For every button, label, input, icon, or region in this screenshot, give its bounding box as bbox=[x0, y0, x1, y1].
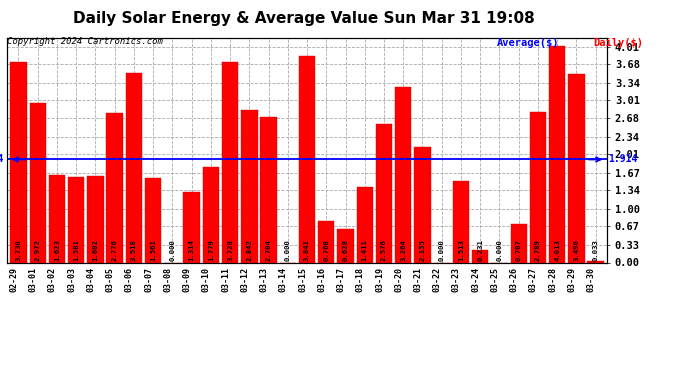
Text: 1.914: 1.914 bbox=[609, 154, 638, 165]
Text: 0.000: 0.000 bbox=[496, 240, 502, 261]
Text: 2.155: 2.155 bbox=[420, 240, 426, 261]
Text: 03-30: 03-30 bbox=[586, 267, 595, 292]
Text: 3.730: 3.730 bbox=[15, 240, 21, 261]
Text: 2.789: 2.789 bbox=[535, 240, 541, 261]
Bar bbox=[126, 73, 142, 262]
Bar bbox=[472, 250, 489, 262]
Text: 1.779: 1.779 bbox=[208, 240, 214, 261]
Text: 03-15: 03-15 bbox=[298, 267, 307, 292]
Text: 03-20: 03-20 bbox=[394, 267, 403, 292]
Text: 03-04: 03-04 bbox=[86, 267, 95, 292]
Text: 0.000: 0.000 bbox=[169, 240, 175, 261]
Text: 1.914: 1.914 bbox=[0, 154, 3, 165]
Text: 03-08: 03-08 bbox=[164, 267, 172, 292]
Bar bbox=[203, 167, 219, 262]
Bar bbox=[357, 186, 373, 262]
Bar bbox=[530, 112, 546, 262]
Text: Daily($): Daily($) bbox=[593, 38, 643, 48]
Text: 3.728: 3.728 bbox=[227, 240, 233, 261]
Bar bbox=[337, 229, 354, 262]
Text: Daily Solar Energy & Average Value Sun Mar 31 19:08: Daily Solar Energy & Average Value Sun M… bbox=[72, 11, 535, 26]
Text: Copyright 2024 Cartronics.com: Copyright 2024 Cartronics.com bbox=[7, 38, 163, 46]
Bar bbox=[376, 124, 392, 262]
Bar bbox=[414, 147, 431, 262]
Text: 2.576: 2.576 bbox=[381, 240, 387, 261]
Text: 03-21: 03-21 bbox=[413, 267, 422, 292]
Text: Average($): Average($) bbox=[497, 38, 560, 48]
Text: 03-14: 03-14 bbox=[279, 267, 288, 292]
Text: 03-01: 03-01 bbox=[29, 267, 38, 292]
Text: 1.411: 1.411 bbox=[362, 240, 368, 261]
Text: 03-03: 03-03 bbox=[67, 267, 76, 292]
Bar bbox=[10, 62, 27, 262]
Text: 03-24: 03-24 bbox=[471, 267, 480, 292]
Text: 03-27: 03-27 bbox=[529, 267, 538, 292]
Text: 03-29: 03-29 bbox=[567, 267, 576, 292]
Text: 0.707: 0.707 bbox=[515, 240, 522, 261]
Bar bbox=[453, 181, 469, 262]
Text: 3.518: 3.518 bbox=[131, 240, 137, 261]
Text: 03-17: 03-17 bbox=[337, 267, 346, 292]
Text: 3.841: 3.841 bbox=[304, 240, 310, 261]
Text: 03-28: 03-28 bbox=[548, 267, 558, 292]
Bar bbox=[184, 192, 200, 262]
Text: 03-02: 03-02 bbox=[48, 267, 57, 292]
Text: 03-25: 03-25 bbox=[491, 267, 500, 292]
Text: 03-26: 03-26 bbox=[510, 267, 519, 292]
Bar bbox=[222, 62, 238, 262]
Text: 03-16: 03-16 bbox=[317, 267, 326, 292]
Text: 03-09: 03-09 bbox=[183, 267, 192, 292]
Text: 1.513: 1.513 bbox=[458, 240, 464, 261]
Text: 2.776: 2.776 bbox=[112, 240, 118, 261]
Text: 1.314: 1.314 bbox=[188, 240, 195, 261]
Bar bbox=[299, 56, 315, 262]
Text: 4.013: 4.013 bbox=[554, 240, 560, 261]
Text: 0.231: 0.231 bbox=[477, 240, 483, 261]
Text: 03-13: 03-13 bbox=[259, 267, 268, 292]
Text: 03-11: 03-11 bbox=[221, 267, 230, 292]
Bar bbox=[87, 176, 104, 262]
Bar bbox=[511, 225, 527, 262]
Text: 03-19: 03-19 bbox=[375, 267, 384, 292]
Text: 02-29: 02-29 bbox=[10, 267, 19, 292]
Text: 2.842: 2.842 bbox=[246, 240, 253, 261]
Text: 3.264: 3.264 bbox=[400, 240, 406, 261]
Text: 3.496: 3.496 bbox=[573, 240, 580, 261]
Bar bbox=[587, 261, 604, 262]
Text: 1.623: 1.623 bbox=[54, 240, 60, 261]
Text: 0.000: 0.000 bbox=[285, 240, 290, 261]
Bar bbox=[30, 102, 46, 262]
Bar bbox=[145, 178, 161, 262]
Text: 03-22: 03-22 bbox=[433, 267, 442, 292]
Text: 03-18: 03-18 bbox=[356, 267, 365, 292]
Text: 2.972: 2.972 bbox=[34, 240, 41, 261]
Text: 0.628: 0.628 bbox=[342, 240, 348, 261]
Bar bbox=[241, 110, 257, 262]
Text: 0.768: 0.768 bbox=[324, 240, 329, 261]
Text: 03-10: 03-10 bbox=[202, 267, 211, 292]
Text: 03-06: 03-06 bbox=[125, 267, 134, 292]
Bar bbox=[68, 177, 84, 262]
Bar bbox=[549, 46, 565, 262]
Text: 03-23: 03-23 bbox=[452, 267, 461, 292]
Bar bbox=[260, 117, 277, 262]
Bar bbox=[569, 74, 584, 262]
Bar bbox=[49, 175, 65, 262]
Bar bbox=[395, 87, 411, 262]
Text: 03-07: 03-07 bbox=[144, 267, 153, 292]
Text: 2.704: 2.704 bbox=[266, 240, 272, 261]
Text: 0.033: 0.033 bbox=[593, 240, 599, 261]
Bar bbox=[106, 113, 123, 262]
Text: 0.000: 0.000 bbox=[439, 240, 445, 261]
Text: 03-12: 03-12 bbox=[240, 267, 249, 292]
Text: 03-05: 03-05 bbox=[106, 267, 115, 292]
Bar bbox=[318, 221, 335, 262]
Text: 1.581: 1.581 bbox=[73, 240, 79, 261]
Text: 1.561: 1.561 bbox=[150, 240, 156, 261]
Text: 1.602: 1.602 bbox=[92, 240, 99, 261]
